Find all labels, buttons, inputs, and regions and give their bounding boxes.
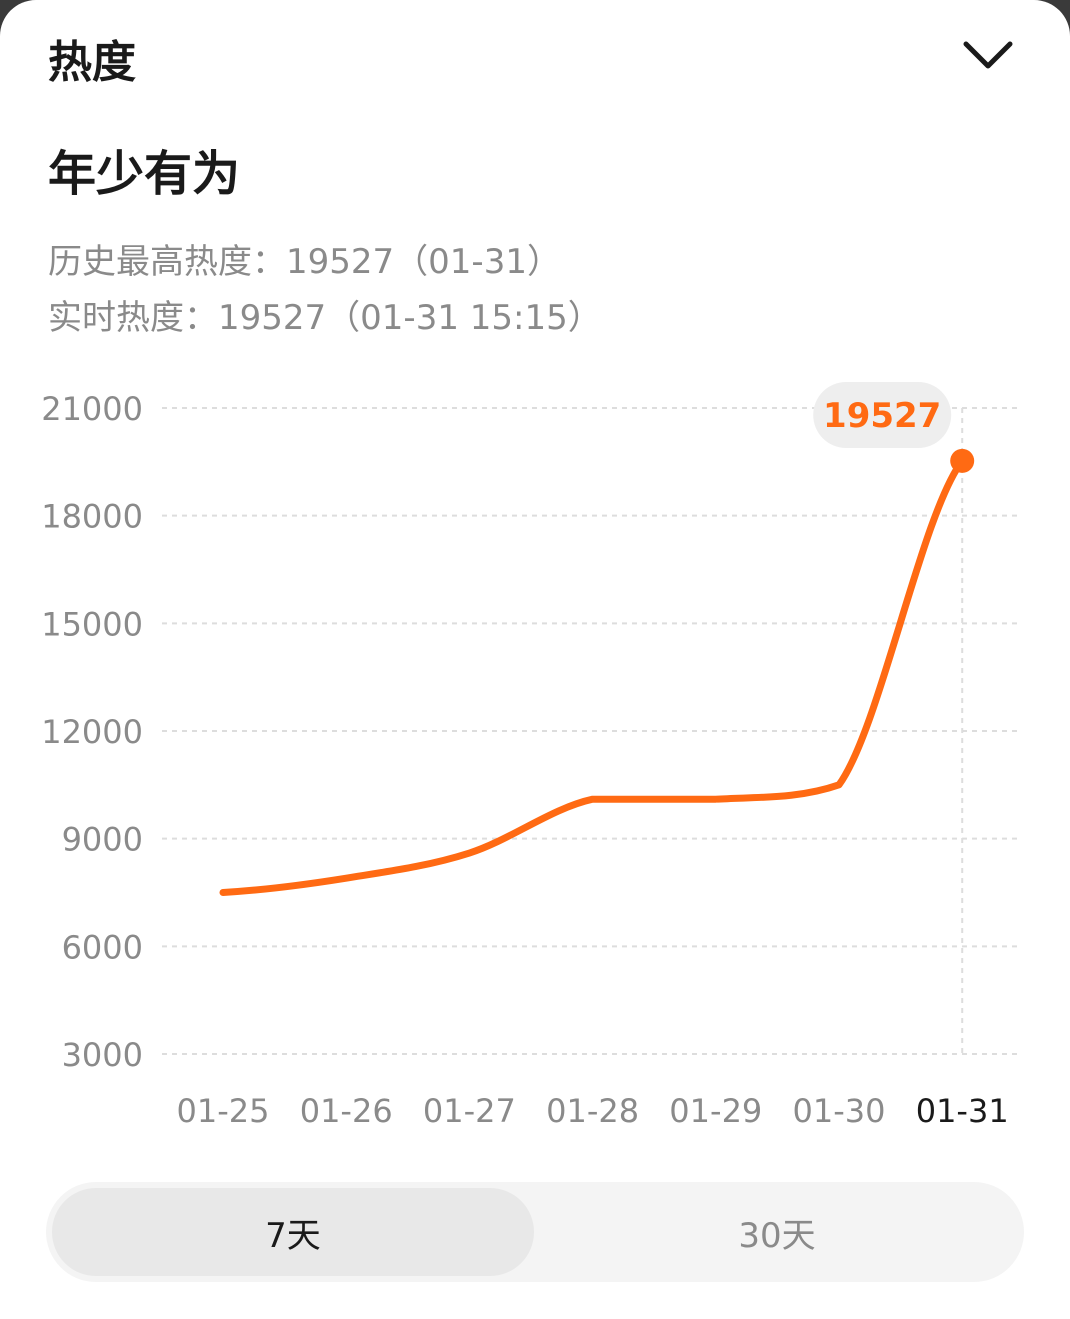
range-tab-30-days[interactable]: 30天 (738, 1215, 816, 1256)
x-tick-label: 01-29 (669, 1092, 762, 1130)
y-tick-label: 9000 (62, 821, 143, 859)
y-tick-label: 3000 (62, 1036, 143, 1074)
data-point (950, 448, 975, 473)
collapse-button[interactable] (958, 30, 1018, 80)
y-tick-label: 15000 (41, 605, 143, 643)
heat-line-chart: 21000 18000 15000 12000 9000 6000 3000 01-25 01-… (41, 382, 1020, 1130)
tooltip-value: 19527 (823, 396, 941, 436)
topic-title: 年少有为 (48, 146, 241, 202)
y-tick-label: 21000 (41, 390, 143, 428)
x-tick-label: 01-25 (177, 1092, 270, 1130)
series-line (219, 457, 966, 896)
y-tick-label: 12000 (41, 713, 143, 751)
x-tick-label: 01-31 (916, 1092, 1009, 1130)
tooltip-bubble (813, 382, 952, 448)
realtime-heat: 实时热度：19527（01-31 15:15） (48, 298, 602, 338)
y-tick-label: 6000 (62, 928, 143, 966)
range-tab-7-days[interactable]: 7天 (52, 1188, 534, 1276)
x-tick-label: 01-30 (793, 1092, 886, 1130)
x-tick-label: 01-26 (300, 1092, 393, 1130)
y-tick-label: 18000 (41, 498, 143, 536)
chevron-down-icon (963, 41, 1013, 69)
x-tick-label: 01-27 (423, 1092, 516, 1130)
x-tick-label: 01-28 (546, 1092, 639, 1130)
range-selector: 7天 30天 (46, 1182, 1024, 1282)
history-max-heat: 历史最高热度：19527（01-31） (48, 242, 561, 282)
panel-title: 热度 (48, 37, 136, 88)
